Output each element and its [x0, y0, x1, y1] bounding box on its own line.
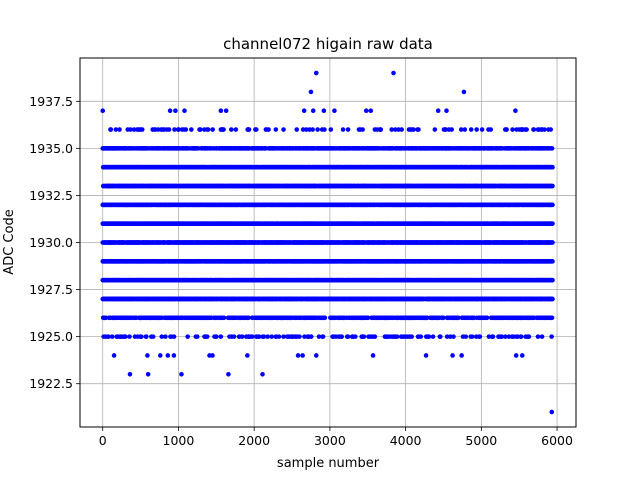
- chart-title: channel072 higain raw data: [223, 35, 433, 53]
- data-point: [550, 259, 555, 264]
- data-points: [100, 70, 555, 415]
- data-point: [550, 221, 555, 226]
- data-point: [550, 240, 555, 245]
- data-point: [550, 277, 555, 283]
- data-point: [550, 296, 555, 302]
